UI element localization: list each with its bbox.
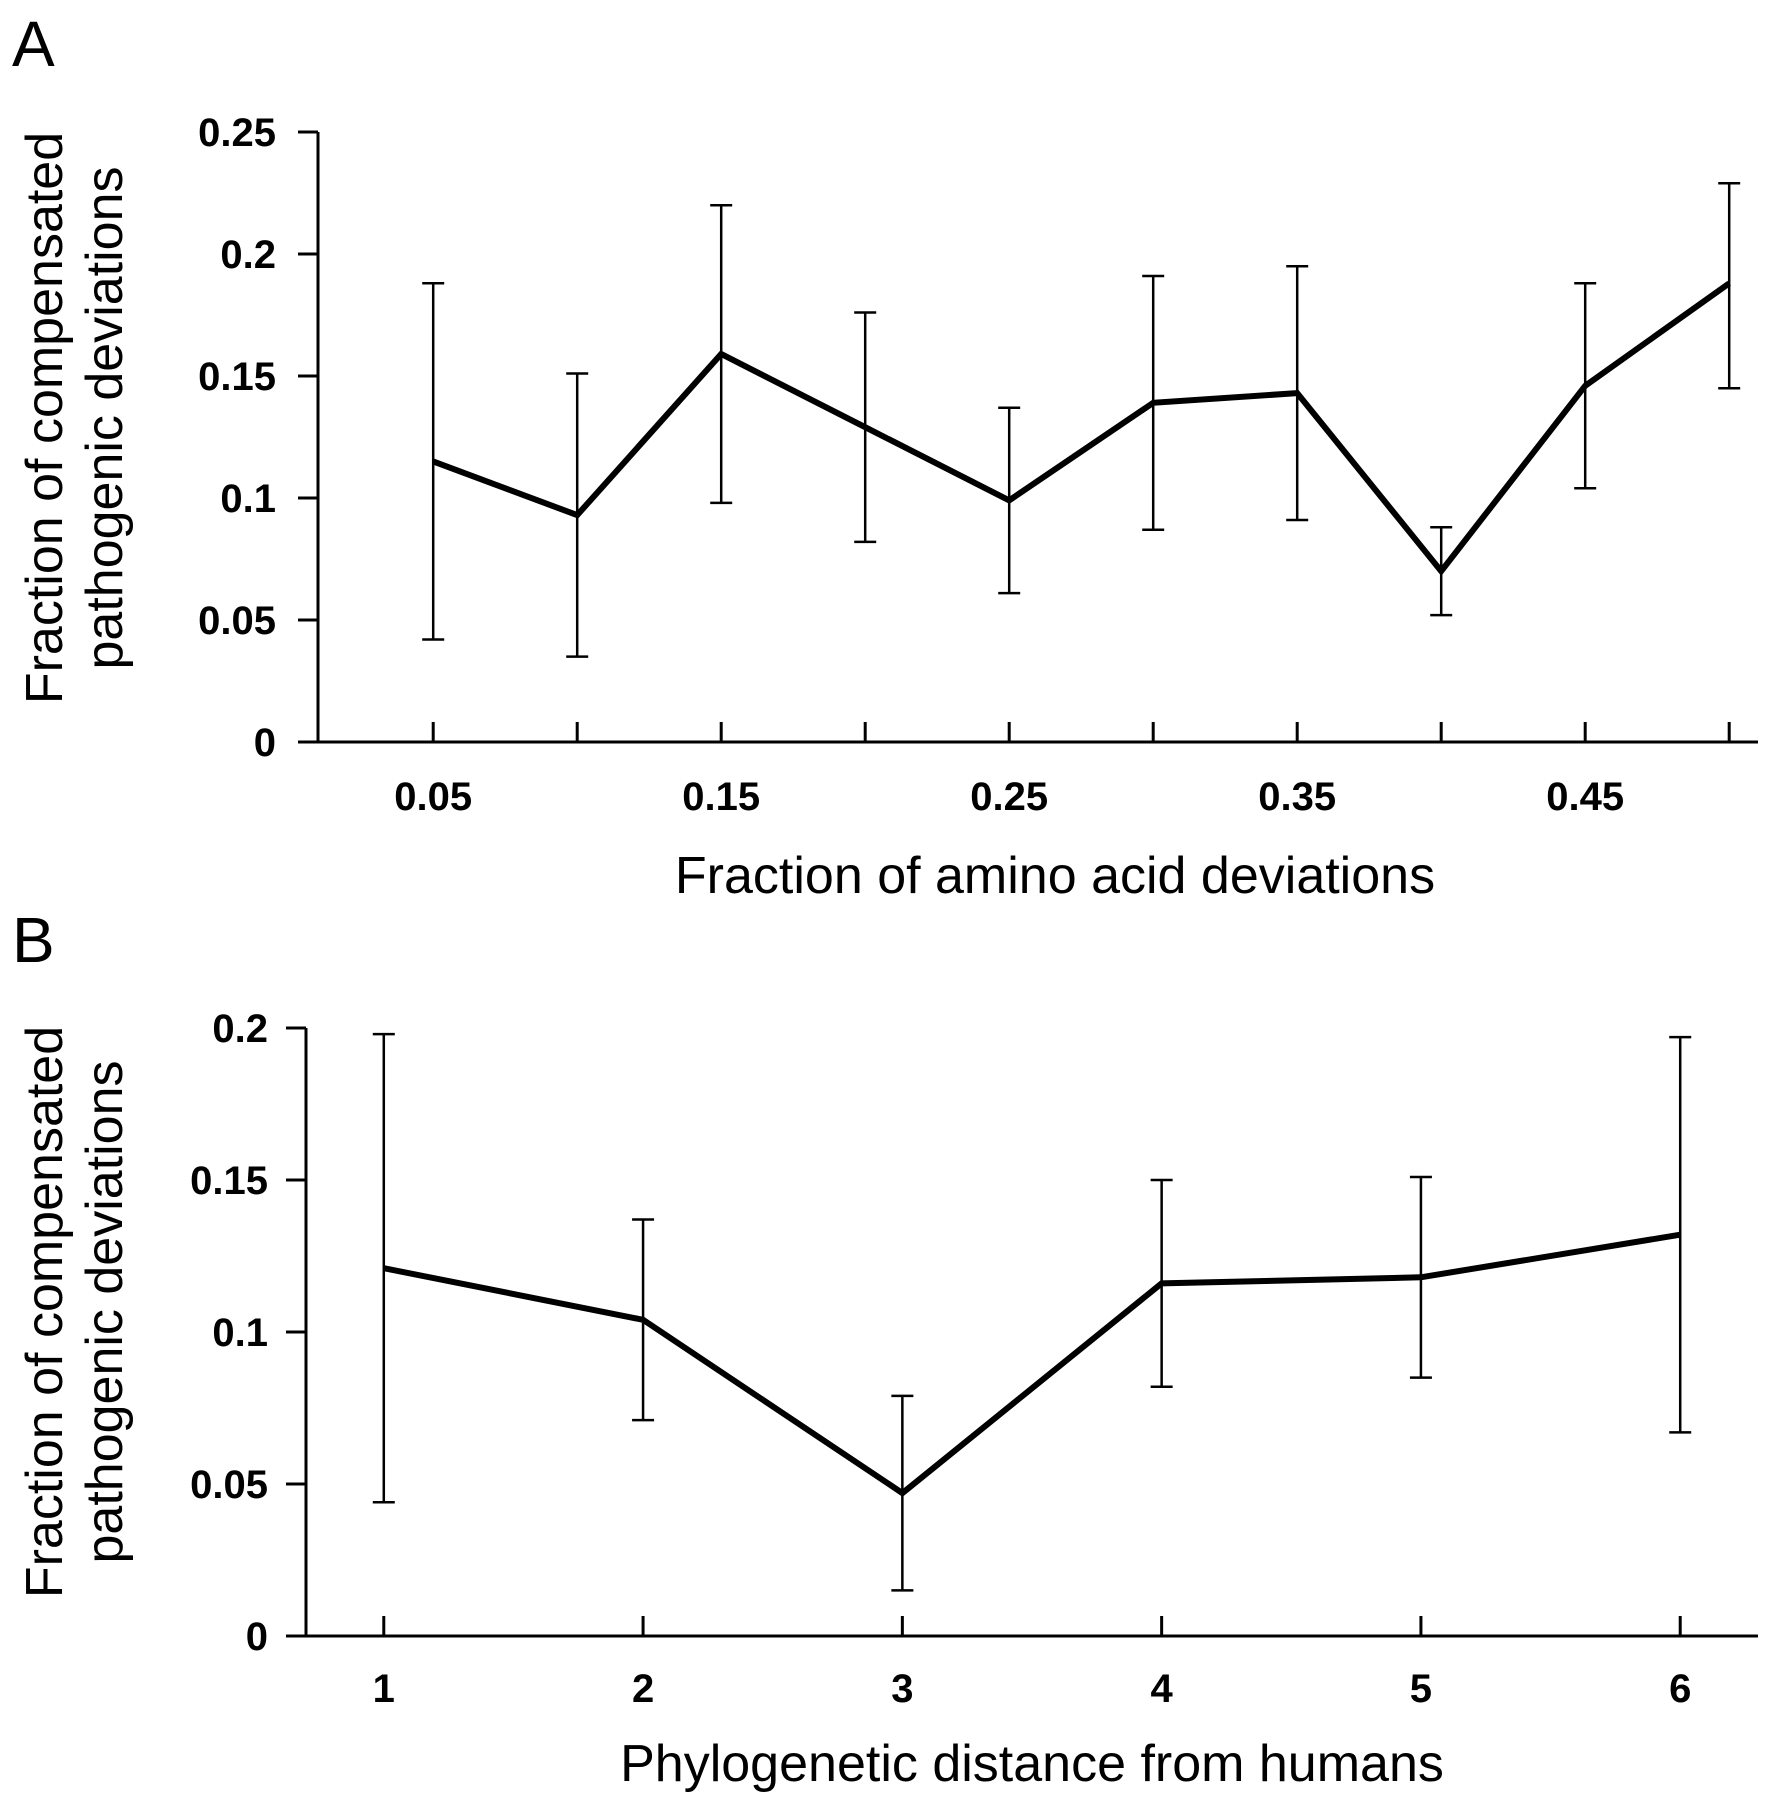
- chart-b-y-tick-label: 0: [246, 1615, 268, 1659]
- chart-a-y-tick-label: 0.05: [198, 599, 276, 643]
- chart-a-x-axis-title: Fraction of amino acid deviations: [675, 847, 1435, 905]
- chart-a-x-tick-label: 0.15: [682, 775, 760, 819]
- chart-a-series-line: [432, 280, 1731, 577]
- chart-b-x-tick-label: 6: [1669, 1667, 1691, 1711]
- chart-b-x-tick-label: 2: [632, 1667, 654, 1711]
- chart-a-y-axis-title-line-1: Fraction of compensated: [16, 132, 74, 704]
- chart-a-y-tick-label: 0: [254, 721, 276, 765]
- chart-b-x-tick-label: 4: [1151, 1667, 1174, 1711]
- chart-a-y-tick-label: 0.2: [220, 233, 276, 277]
- chart-b-y-tick-label: 0.15: [190, 1159, 268, 1203]
- chart-a-x-tick-label: 0.05: [394, 775, 472, 819]
- chart-a-x-tick-label: 0.35: [1258, 775, 1336, 819]
- chart-b-x-tick-label: 3: [891, 1667, 913, 1711]
- chart-b-x-tick-label: 5: [1410, 1667, 1432, 1711]
- chart-b-y-axis-title-line-2: pathogenic deviations: [76, 1060, 134, 1563]
- panel-letter-b: B: [12, 904, 55, 976]
- chart-a-y-axis-title-line-2: pathogenic deviations: [76, 166, 134, 669]
- chart-a-y-tick-label: 0.25: [198, 111, 276, 155]
- chart-a-x-tick-label: 0.25: [970, 775, 1048, 819]
- chart-a: 0 0.05 0.1 0.15 0.2 0.25 0.05 0.15 0.25 0.35 0.45 F…: [16, 111, 1758, 905]
- chart-b-y-tick-label: 0.1: [212, 1311, 268, 1355]
- panel-letter-a: A: [12, 8, 55, 80]
- chart-b-series-line: [383, 1231, 1681, 1497]
- chart-b-x-tick-label: 1: [373, 1667, 395, 1711]
- chart-a-y-tick-label: 0.15: [198, 355, 276, 399]
- chart-b-y-tick-label: 0.05: [190, 1463, 268, 1507]
- chart-a-y-tick-label: 0.1: [220, 477, 276, 521]
- chart-b-y-axis-title-line-1: Fraction of compensated: [16, 1026, 74, 1598]
- chart-a-x-tick-label: 0.45: [1546, 775, 1624, 819]
- chart-b-x-axis-title: Phylogenetic distance from humans: [620, 1735, 1444, 1793]
- chart-b: 0 0.05 0.1 0.15 0.2 1 2 3 4 5 6 Phylogenetic distan…: [16, 1007, 1758, 1793]
- chart-b-y-tick-label: 0.2: [212, 1007, 268, 1051]
